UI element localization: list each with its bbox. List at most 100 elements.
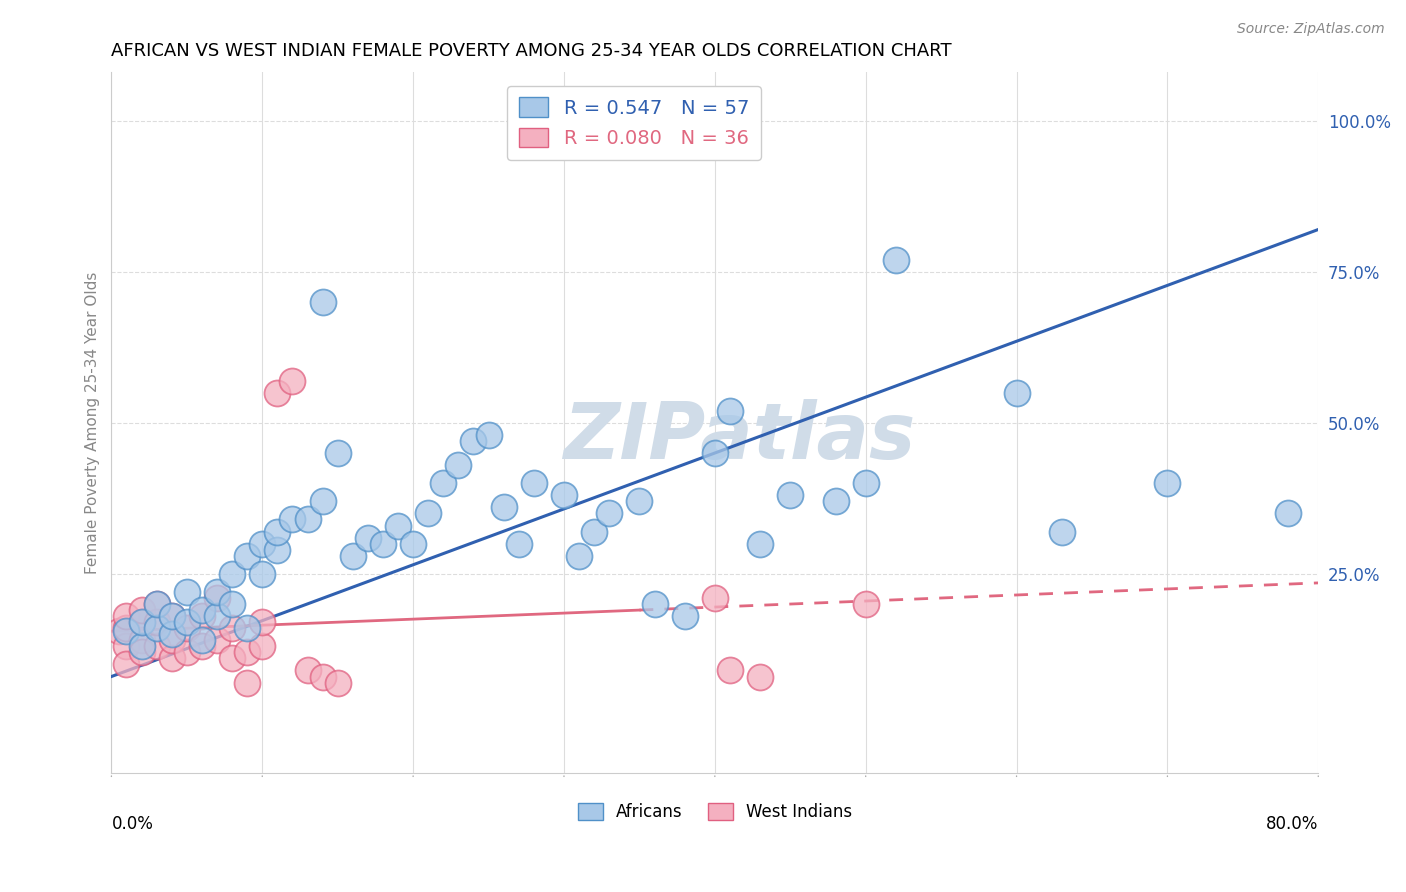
Point (297, 512, 319, 526)
Point (145, 597, 167, 611)
Point (884, 252, 907, 267)
Point (673, 609, 696, 624)
Point (205, 591, 228, 605)
Point (131, 640, 153, 654)
Point (281, 374, 304, 388)
Point (718, 403, 741, 417)
Text: ZIPatlas: ZIPatlas (562, 399, 915, 475)
Point (749, 536, 772, 550)
Point (326, 675, 349, 690)
Y-axis label: Female Poverty Among 25-34 Year Olds: Female Poverty Among 25-34 Year Olds (86, 272, 100, 574)
Point (221, 621, 243, 635)
Point (221, 651, 243, 665)
Point (281, 512, 304, 526)
Point (402, 536, 425, 550)
Point (108, 624, 131, 639)
Point (176, 621, 198, 635)
Point (176, 615, 198, 629)
Text: AFRICAN VS WEST INDIAN FEMALE POVERTY AMONG 25-34 YEAR OLDS CORRELATION CHART: AFRICAN VS WEST INDIAN FEMALE POVERTY AM… (111, 42, 952, 60)
Point (252, 536, 274, 550)
Point (432, 476, 454, 491)
Point (855, 597, 877, 611)
Point (553, 488, 575, 502)
Point (191, 640, 214, 654)
Point (463, 434, 485, 448)
Point (191, 609, 214, 624)
Point (1277, 507, 1299, 521)
Point (508, 536, 530, 550)
Point (115, 609, 138, 624)
Point (160, 633, 183, 648)
Point (145, 597, 167, 611)
Point (418, 507, 440, 521)
Point (221, 597, 243, 611)
Point (205, 633, 228, 648)
Point (326, 446, 349, 460)
Point (342, 549, 364, 563)
Point (266, 385, 288, 400)
Text: Source: ZipAtlas.com: Source: ZipAtlas.com (1237, 22, 1385, 37)
Point (236, 645, 259, 659)
Point (205, 585, 228, 599)
Point (779, 488, 801, 502)
Point (191, 633, 214, 648)
Point (523, 476, 546, 491)
Point (236, 675, 259, 690)
Point (357, 531, 380, 545)
Point (115, 621, 138, 635)
Point (131, 633, 153, 648)
Point (131, 615, 153, 629)
Point (145, 615, 167, 629)
Point (297, 664, 319, 678)
Point (115, 624, 138, 639)
Point (145, 640, 167, 654)
Point (1050, 524, 1073, 539)
Text: 80.0%: 80.0% (1265, 815, 1319, 833)
Point (266, 542, 288, 557)
Point (160, 651, 183, 665)
Text: 0.0%: 0.0% (111, 815, 153, 833)
Point (492, 500, 515, 515)
Point (703, 446, 725, 460)
Point (371, 536, 394, 550)
Point (115, 657, 138, 672)
Point (176, 645, 198, 659)
Point (855, 476, 877, 491)
Point (115, 640, 138, 654)
Point (824, 494, 846, 508)
Point (145, 621, 167, 635)
Point (628, 494, 651, 508)
Point (311, 669, 333, 683)
Point (718, 664, 741, 678)
Point (236, 549, 259, 563)
Point (205, 609, 228, 624)
Point (191, 603, 214, 617)
Point (311, 295, 333, 310)
Point (644, 597, 666, 611)
Point (447, 458, 470, 472)
Point (1005, 385, 1028, 400)
Legend: Africans, West Indians: Africans, West Indians (571, 797, 859, 828)
Point (131, 615, 153, 629)
Point (703, 591, 725, 605)
Point (598, 507, 620, 521)
Point (236, 621, 259, 635)
Point (160, 609, 183, 624)
Point (131, 645, 153, 659)
Point (252, 615, 274, 629)
Point (252, 640, 274, 654)
Point (568, 549, 591, 563)
Point (311, 494, 333, 508)
Point (176, 585, 198, 599)
Point (252, 566, 274, 581)
Point (749, 669, 772, 683)
Point (477, 428, 499, 442)
Point (583, 524, 606, 539)
Point (160, 627, 183, 641)
Point (266, 524, 288, 539)
Point (387, 518, 409, 533)
Point (131, 603, 153, 617)
Point (160, 609, 183, 624)
Point (221, 566, 243, 581)
Point (1156, 476, 1178, 491)
